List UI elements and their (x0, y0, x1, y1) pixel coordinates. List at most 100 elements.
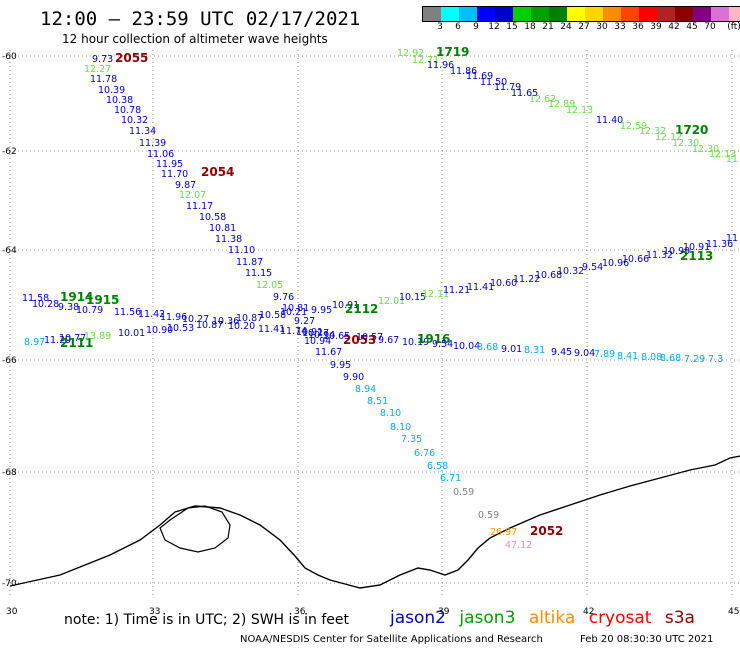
coastline (9, 455, 740, 589)
legend-tick-label: 30 (596, 22, 608, 32)
swh-value-label: 8.10 (390, 422, 411, 433)
swh-value-label: 11.36 (706, 239, 733, 250)
swh-value-label: 11.40 (596, 115, 623, 126)
swh-value-label: 9.76 (273, 292, 294, 303)
swh-value-label: 12.01 (378, 296, 405, 307)
swh-value-label: 9.67 (378, 335, 399, 346)
swh-value-label: 10.04 (453, 341, 480, 352)
swh-value-label: 11.69 (466, 71, 493, 82)
swh-value-label: 12.62 (529, 94, 556, 105)
swh-value-label: 10.66 (622, 254, 649, 265)
generation-timestamp: Feb 20 08:30:30 UTC 2021 (580, 634, 714, 645)
swh-value-label: 11.96 (160, 312, 187, 323)
swh-value-label: 6.58 (427, 461, 448, 472)
legend-tick-label: 6 (455, 22, 461, 32)
swh-value-label: 11.78 (90, 74, 117, 85)
pass-time-label: 1720 (675, 123, 708, 137)
swh-value-label: 9.95 (311, 305, 332, 316)
legend-tick-label: 15 (506, 22, 518, 32)
swh-value-label: 12.89 (548, 99, 575, 110)
swh-value-label: 8.51 (367, 396, 388, 407)
sat-jason3-label: jason3 (459, 608, 516, 628)
longitude-label: 42 (583, 607, 594, 617)
swh-value-label: 12.07 (179, 190, 206, 201)
pass-time-label: 1915 (86, 293, 119, 307)
swh-value-label: 10.91 (332, 300, 359, 311)
swh-value-label: 0.59 (478, 510, 499, 521)
swh-value-label: 11.39 (139, 138, 166, 149)
swh-value-label: 12.30 (672, 138, 699, 149)
legend-swatch (585, 7, 603, 21)
swh-value-label: 10.94 (308, 330, 335, 341)
legend-swatch (549, 7, 567, 21)
legend-tick-label: 12 (488, 22, 500, 32)
swh-value-label: 11.42 (138, 309, 165, 320)
swh-value-label: 10.68 (535, 270, 562, 281)
swh-value-label: 7.3 (708, 354, 723, 365)
swh-value-label: 10.99 (663, 246, 690, 257)
longitude-label: 39 (438, 607, 450, 617)
swh-value-label: 7.29 (684, 354, 705, 365)
swh-value-label: 11.58 (22, 293, 49, 304)
pass-time-label: 2054 (201, 165, 234, 179)
swh-value-label: 8.97 (24, 337, 45, 348)
color-scale-legend (422, 6, 740, 22)
swh-value-label: 12.92 (397, 48, 424, 59)
swh-labels: 9.73 205512.2711.7810.3910.3810.7810.3211… (22, 45, 738, 551)
legend-tick-label: 36 (632, 22, 644, 32)
longitude-label: 36 (294, 607, 306, 617)
legend-tick-label: 45 (686, 22, 698, 32)
legend-swatch (657, 7, 675, 21)
swh-value-label: 11.95 (156, 159, 183, 170)
swh-value-label: 11.65 (511, 88, 538, 99)
map-title: 12:00 – 23:59 UTC 02/17/2021 (40, 8, 361, 30)
swh-value-label: 10.36 (212, 316, 239, 327)
swh-value-label: 10.58 (199, 212, 226, 223)
swh-value-label: 12.11 (422, 289, 449, 300)
legend-swatch (711, 7, 729, 21)
swh-value-label: 11.17 (186, 201, 213, 212)
latitude-label: -70 (2, 579, 17, 589)
swh-value-label: 11.79 (494, 82, 521, 93)
swh-value-label: 9.87 (175, 180, 196, 191)
legend-swatch (693, 7, 711, 21)
pass-time-label: 1914 (60, 290, 93, 304)
swh-value-label: 12.05 (256, 280, 283, 291)
swh-value-label: 9.45 (551, 347, 572, 358)
swh-value-label: 11.15 (245, 268, 272, 279)
swh-value-label: 11.96 (427, 60, 454, 71)
swh-value-label: 10.38 (106, 95, 133, 106)
latitude-label: -62 (2, 147, 17, 157)
legend-tick-label: 70 (704, 22, 716, 32)
axis-labels: 30 33 36 39 42 45 -60 -62 -64 -66 -68 -70 (2, 52, 739, 617)
swh-value-label: 11.56 (114, 307, 141, 318)
swh-value-label: 11.67 (315, 347, 342, 358)
legend-tick-label: 9 (473, 22, 479, 32)
swh-value-label: 13.89 (84, 331, 111, 342)
swh-value-label: 9.01 (501, 344, 522, 355)
swh-value-label: 9.73 (92, 54, 113, 65)
legend-swatch (531, 7, 549, 21)
swh-value-label: 10.20 (228, 321, 255, 332)
swh-value-label: 11.86 (450, 66, 477, 77)
swh-value-label: 7.89 (594, 349, 615, 360)
swh-value-label: 10.65 (323, 331, 350, 342)
credit-line: NOAA/NESDIS Center for Satellite Applica… (240, 634, 543, 645)
swh-value-label: 11.06 (147, 149, 174, 160)
pass-time-label: 2112 (345, 302, 378, 316)
swh-value-label: 9.04 (574, 348, 595, 359)
legend-tick-label: 42 (668, 22, 680, 32)
latitude-label: -68 (2, 468, 17, 478)
swh-value-label: 10.28 (32, 299, 59, 310)
legend-tick-label: 27 (578, 22, 590, 32)
swh-value-label: 8.41 (617, 351, 638, 362)
footer-note: note: 1) Time is in UTC; 2) SWH is in fe… (64, 612, 350, 628)
swh-value-label: 10.91 (296, 327, 323, 338)
swh-value-label: 10.57 (356, 332, 383, 343)
legend-tick-label: 21 (542, 22, 554, 32)
latitude-label: -64 (2, 246, 17, 256)
swh-value-label: 11.21 (443, 285, 470, 296)
pass-time-label: 1916 (417, 332, 450, 346)
legend-swatch (621, 7, 639, 21)
